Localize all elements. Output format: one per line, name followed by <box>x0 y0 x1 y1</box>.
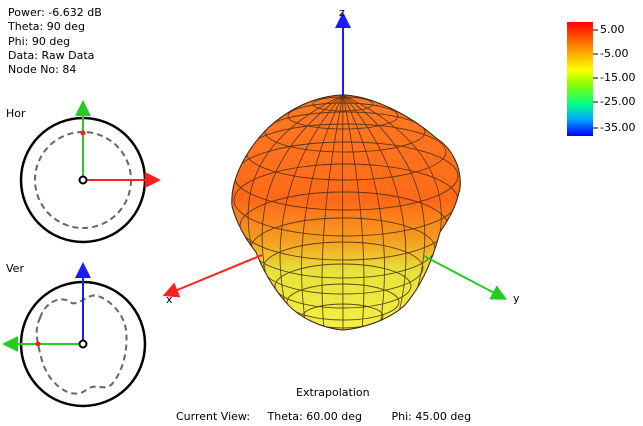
hor-marker-dot <box>80 130 86 136</box>
ver-pattern-trace <box>35 294 128 395</box>
current-view-readout: Current View: Theta: 60.00 deg Phi: 45.0… <box>176 410 471 423</box>
extrapolation-label: Extrapolation <box>296 386 370 399</box>
current-phi-readout: Phi: 45.00 deg <box>391 410 472 423</box>
y-axis-arrow <box>423 255 508 300</box>
colorbar-tick-label: -5.00 <box>600 47 629 60</box>
current-view-label: Current View: <box>176 410 251 423</box>
ver-center-icon <box>78 339 88 349</box>
radiation-pattern-3d[interactable] <box>231 94 461 331</box>
z-axis-label: z <box>339 6 345 19</box>
ver-view-label: Ver <box>6 262 24 275</box>
x-axis-label: x <box>166 293 173 306</box>
colorbar-tick-label: -35.00 <box>600 121 636 134</box>
node-readout: Node No: 84 <box>8 63 77 77</box>
colorbar-tick-label: 5.00 <box>600 23 625 36</box>
horizontal-cut-view[interactable] <box>19 100 161 244</box>
x-axis-arrow <box>162 254 263 298</box>
hor-view-label: Hor <box>6 107 26 120</box>
data-readout: Data: Raw Data <box>8 48 95 62</box>
colorbar <box>567 22 598 136</box>
y-axis-label: y <box>513 292 520 305</box>
current-theta-readout: Theta: 60.00 deg <box>267 410 362 423</box>
colorbar-tick-label: -15.00 <box>600 71 636 84</box>
vertical-cut-view[interactable] <box>2 262 147 408</box>
colorbar-tick-label: -25.00 <box>600 95 636 108</box>
power-readout: Power: -6.632 dB <box>8 6 102 19</box>
phi-readout: Phi: 90 deg <box>8 34 71 48</box>
colorbar-gradient <box>567 22 593 136</box>
hor-center-icon <box>78 175 88 185</box>
ver-marker-dot <box>35 341 41 347</box>
theta-readout: Theta: 90 deg <box>8 20 85 34</box>
info-panel: Power: -6.632 dB Theta: 90 deg Phi: 90 d… <box>8 6 102 77</box>
